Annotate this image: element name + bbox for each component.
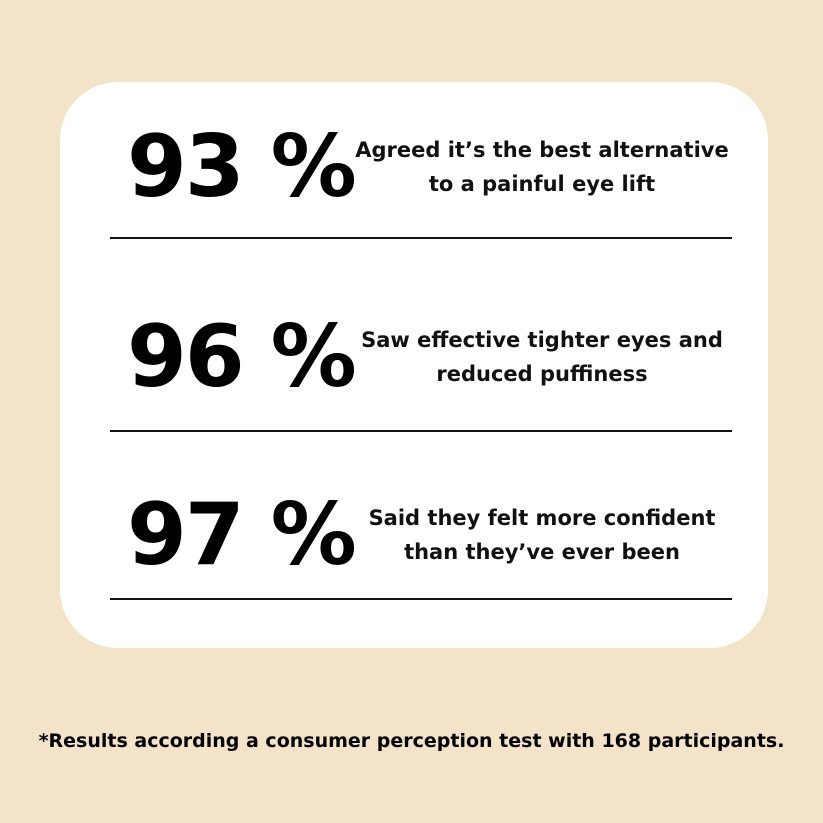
stat-description: Saw effective tighter eyes and reduced p… xyxy=(361,328,723,386)
stat-2: 96 % Saw effective tighter eyes and redu… xyxy=(127,302,747,412)
stat-1: 93 % Agreed it’s the best alternative to… xyxy=(127,112,747,222)
stat-description: Agreed it’s the best alternative to a pa… xyxy=(355,138,729,196)
stat-description: Said they felt more confident than they’… xyxy=(368,506,716,564)
stat-value: 93 % xyxy=(127,117,357,217)
stats-card xyxy=(60,82,768,648)
divider xyxy=(110,430,732,432)
divider xyxy=(110,237,732,239)
divider xyxy=(110,598,732,600)
stat-3: 97 % Said they felt more confident than … xyxy=(127,480,747,590)
stat-value: 96 % xyxy=(127,307,357,407)
stat-value: 97 % xyxy=(127,485,357,585)
footnote: *Results according a consumer perception… xyxy=(38,730,785,752)
